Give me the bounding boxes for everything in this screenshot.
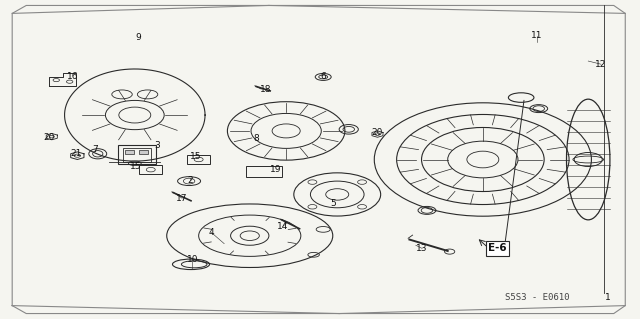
Text: 2: 2 xyxy=(187,176,193,185)
Text: 6: 6 xyxy=(320,72,326,81)
Text: 12: 12 xyxy=(595,60,607,69)
Text: 5: 5 xyxy=(330,199,335,208)
Text: 18: 18 xyxy=(260,85,271,94)
Text: 8: 8 xyxy=(253,134,259,143)
Text: 15: 15 xyxy=(189,152,201,161)
Text: 7: 7 xyxy=(92,145,98,154)
Text: S5S3 - E0610: S5S3 - E0610 xyxy=(505,293,570,302)
Text: 21: 21 xyxy=(70,149,82,158)
FancyBboxPatch shape xyxy=(125,150,134,154)
FancyBboxPatch shape xyxy=(140,150,148,154)
Text: 11: 11 xyxy=(531,31,543,40)
Text: 20: 20 xyxy=(43,133,54,142)
Text: 15: 15 xyxy=(131,162,142,171)
Text: 20: 20 xyxy=(372,128,383,137)
Text: 14: 14 xyxy=(277,222,289,231)
Text: 4: 4 xyxy=(209,228,214,237)
Text: 10: 10 xyxy=(186,255,198,264)
Text: 19: 19 xyxy=(269,165,281,174)
Text: 1: 1 xyxy=(605,293,611,302)
Text: 3: 3 xyxy=(154,141,160,150)
Text: 13: 13 xyxy=(417,244,428,253)
Text: E-6: E-6 xyxy=(488,243,507,253)
Text: 17: 17 xyxy=(176,194,188,203)
Text: 9: 9 xyxy=(135,33,141,42)
Text: 16: 16 xyxy=(67,72,78,81)
